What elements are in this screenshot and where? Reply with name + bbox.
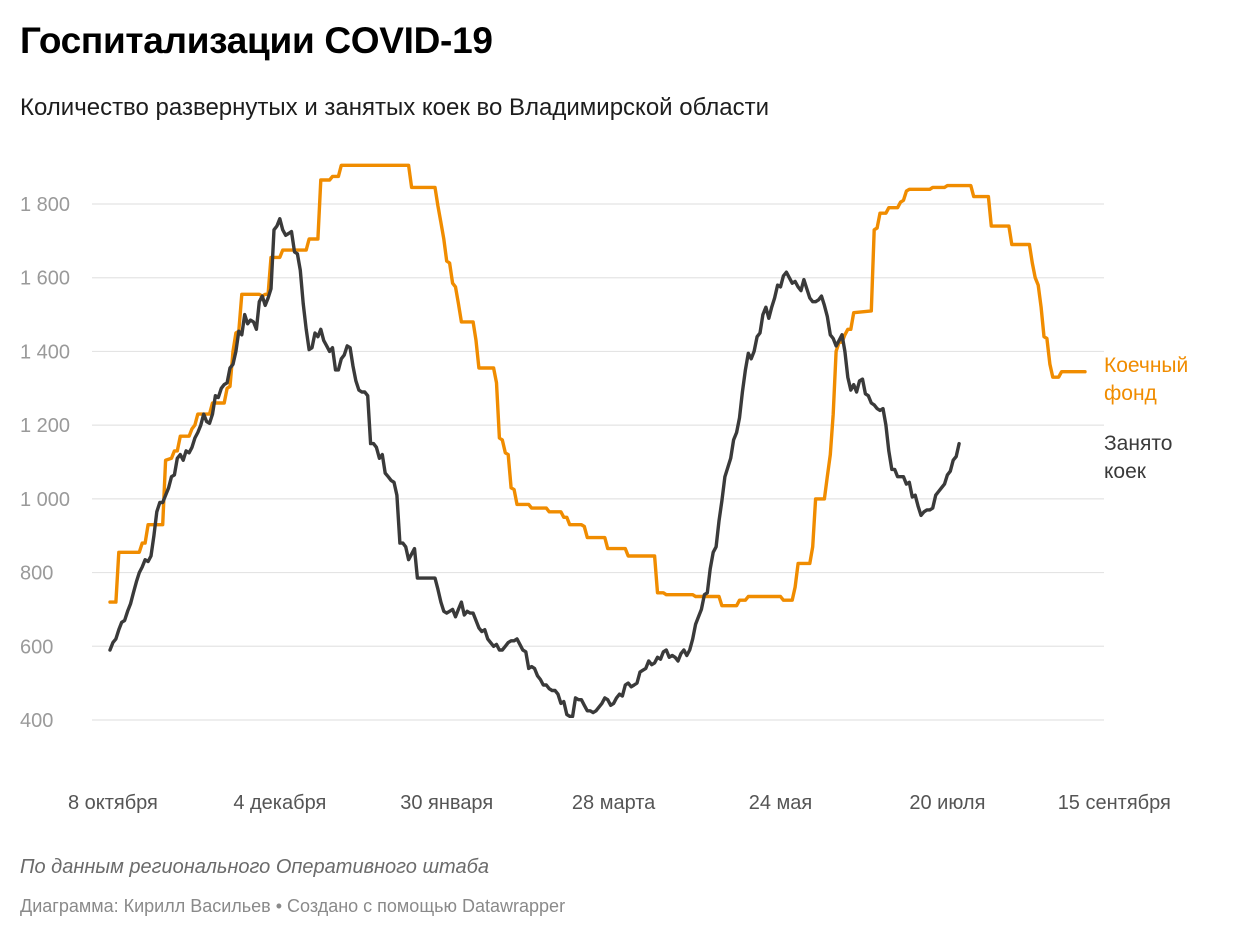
x-axis-ticks: 8 октября 4 декабря 30 января 28 марта 24 ма…	[68, 792, 1171, 814]
chart-title: Госпитализации COVID-19	[20, 20, 493, 61]
x-tick-label: 28 марта	[572, 792, 656, 814]
chart-subtitle: Количество развернутых и занятых коек во…	[20, 94, 770, 121]
series-label: коек	[1104, 460, 1147, 483]
x-tick-label: 15 сентября	[1058, 792, 1171, 814]
series-line-beds	[108, 163, 1087, 608]
y-tick-label: 1 200	[20, 415, 70, 437]
y-tick-label: 400	[20, 710, 53, 732]
line-chart: 400 600 800 1 000 1 200 1 400 1 600 1 800 8 окт…	[20, 163, 1188, 814]
y-tick-label: 800	[20, 563, 53, 585]
series-end-labels: Коечный фонд Занято коек	[1104, 354, 1188, 483]
series-line-occupied	[108, 217, 961, 718]
y-axis-ticks: 400 600 800 1 000 1 200 1 400 1 600 1 800	[20, 194, 70, 732]
x-tick-label: 8 октября	[68, 792, 158, 814]
source-note: По данным регионального Оперативного шта…	[20, 856, 489, 878]
y-tick-label: 1 600	[20, 268, 70, 290]
y-tick-label: 600	[20, 636, 53, 658]
series-label: Коечный	[1104, 354, 1188, 377]
series-label: Занято	[1104, 432, 1172, 455]
gridlines	[92, 203, 1104, 721]
x-tick-label: 24 мая	[749, 792, 813, 814]
series-label: фонд	[1104, 382, 1157, 405]
series-lines	[108, 163, 1087, 718]
x-tick-label: 30 января	[400, 792, 493, 814]
x-tick-label: 20 июля	[909, 792, 985, 814]
y-tick-label: 1 000	[20, 489, 70, 511]
y-tick-label: 1 800	[20, 194, 70, 216]
y-tick-label: 1 400	[20, 341, 70, 363]
x-tick-label: 4 декабря	[233, 792, 326, 814]
credit-line: Диаграмма: Кирилл Васильев • Создано с п…	[20, 896, 566, 916]
